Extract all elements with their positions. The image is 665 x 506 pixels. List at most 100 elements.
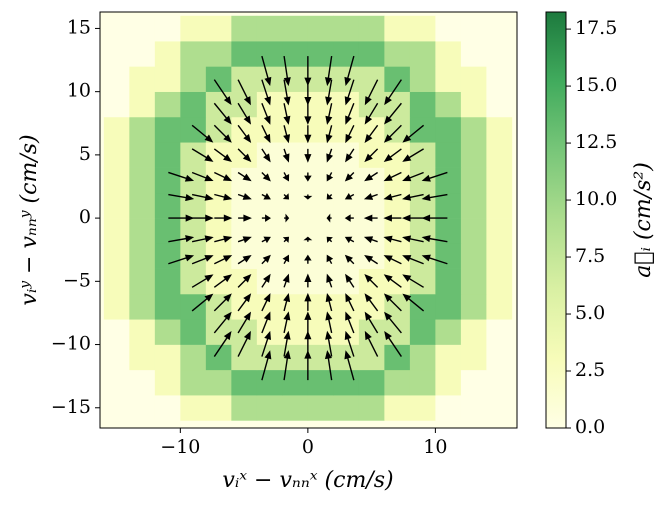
heatmap-cell — [409, 319, 436, 345]
colorbar-tick-label: 17.5 — [575, 17, 617, 39]
arrow — [364, 330, 379, 357]
heatmap-cell — [154, 369, 181, 396]
heatmap-cell — [409, 116, 436, 143]
arrow — [282, 148, 290, 163]
heatmap-cell — [460, 369, 487, 396]
arrow — [344, 236, 355, 244]
arrow — [191, 124, 214, 143]
arrow — [282, 273, 290, 288]
heatmap-cell — [205, 395, 232, 421]
arrow — [345, 102, 355, 125]
heatmap-cell — [358, 243, 385, 269]
arrow — [237, 311, 252, 334]
arrow — [344, 193, 355, 200]
heatmap-cell — [103, 293, 130, 320]
heatmap-cell — [180, 91, 207, 118]
arrow — [283, 311, 291, 334]
heatmap-cell — [256, 369, 283, 396]
heatmap-cell — [333, 369, 360, 396]
arrow — [344, 55, 355, 87]
arrow — [237, 236, 252, 244]
arrow — [364, 124, 379, 143]
arrow — [237, 124, 252, 143]
arrow — [384, 79, 402, 106]
heatmap-cell — [460, 66, 487, 92]
arrow — [364, 293, 379, 312]
arrow — [402, 293, 425, 312]
heatmap-cell — [231, 395, 258, 421]
heatmap-cell — [409, 369, 436, 396]
heatmap-cell — [358, 369, 385, 396]
heatmap-cell — [435, 142, 462, 168]
heatmap-cell — [129, 15, 156, 42]
y-tick-label: −10 — [51, 333, 91, 355]
heatmap-cell — [435, 15, 462, 42]
arrow — [402, 274, 424, 288]
heatmap-cell — [256, 218, 283, 244]
heatmap-cell — [384, 395, 411, 421]
arrow — [214, 255, 233, 265]
heatmap-cell — [435, 91, 462, 118]
heatmap-cell — [256, 268, 283, 295]
heatmap-cell — [435, 66, 462, 92]
colorbar-tick-label: 2.5 — [575, 359, 605, 381]
arrow — [402, 171, 424, 182]
arrow — [284, 213, 290, 223]
arrow — [325, 125, 333, 144]
heatmap-cell — [231, 369, 258, 396]
arrow — [283, 350, 291, 381]
heatmap-cell — [154, 167, 181, 194]
arrow — [168, 171, 195, 182]
heatmap-cell — [205, 41, 232, 67]
arrow — [261, 214, 271, 222]
arrow — [237, 148, 252, 163]
heatmap-cell — [103, 218, 130, 244]
heatmap-cell — [231, 66, 258, 92]
arrow — [282, 236, 290, 243]
heatmap-cell — [154, 319, 181, 345]
arrow — [237, 102, 252, 125]
colorbar-tick-label: 5.0 — [575, 302, 605, 324]
heatmap-cell — [460, 116, 487, 143]
heatmap-cell — [103, 319, 130, 345]
arrow — [325, 103, 333, 125]
heatmap-cell — [103, 268, 130, 295]
arrow — [304, 254, 312, 264]
arrow — [384, 311, 402, 334]
arrow — [383, 235, 402, 243]
arrow — [282, 193, 290, 200]
arrow — [304, 148, 312, 163]
arrow — [214, 214, 233, 222]
heatmap-cell — [358, 15, 385, 42]
arrow — [383, 171, 402, 182]
arrow — [261, 273, 271, 288]
arrow — [191, 255, 214, 265]
heatmap-cell — [307, 243, 334, 269]
heatmap-cell — [435, 192, 462, 219]
heatmap-cell — [409, 15, 436, 42]
heatmap-cell — [154, 293, 181, 320]
arrow — [383, 124, 402, 143]
x-tick-label: 10 — [423, 436, 447, 458]
arrow — [237, 193, 252, 200]
heatmap-cell — [205, 268, 232, 295]
arrow — [383, 274, 402, 288]
heatmap-cell — [256, 192, 283, 219]
heatmap-cell — [231, 41, 258, 67]
heatmap-cell — [180, 15, 207, 42]
heatmap-cell — [409, 293, 436, 320]
heatmap-cell — [103, 243, 130, 269]
heatmap-cell — [460, 293, 487, 320]
heatmap-cell — [358, 167, 385, 194]
heatmap-cell — [486, 66, 513, 92]
heatmap-cell — [486, 116, 513, 143]
heatmap-cell — [180, 319, 207, 345]
arrow — [261, 254, 271, 265]
heatmap-cell — [129, 319, 156, 345]
heatmap-cell — [129, 268, 156, 295]
colorbar-label: a⃗ᵢ (cm/s²) — [631, 162, 656, 278]
heatmap-cell — [460, 167, 487, 194]
heatmap-cell — [486, 142, 513, 168]
heatmap-cell — [129, 142, 156, 168]
